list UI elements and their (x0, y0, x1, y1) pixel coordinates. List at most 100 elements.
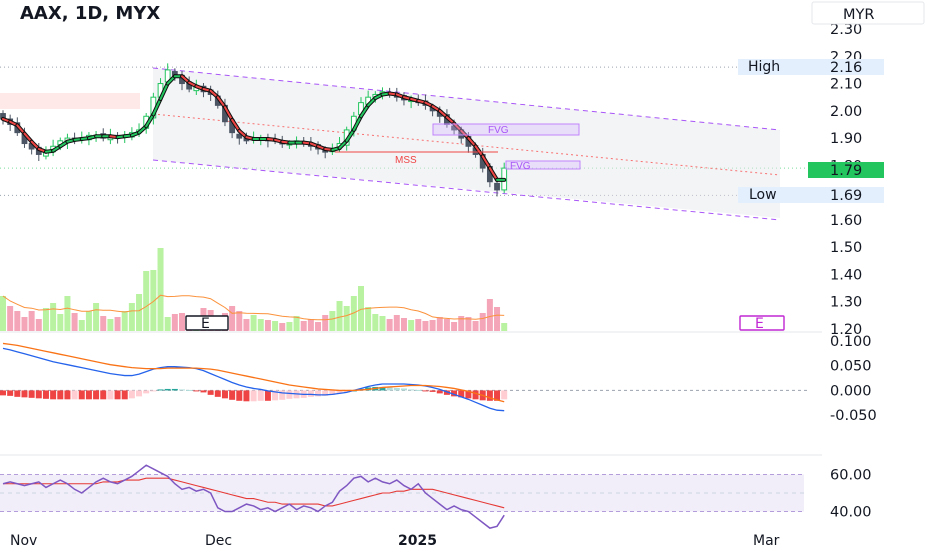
volume-bar (458, 316, 465, 331)
channel-upper (152, 67, 781, 131)
macd-histogram-bar (250, 390, 257, 402)
volume-bar (136, 294, 143, 331)
ma-segment (488, 167, 499, 181)
mss-label: MSS (395, 155, 417, 166)
low-value: 1.69 (830, 188, 862, 204)
macd-histogram-bar (443, 390, 450, 395)
ma-segment (223, 106, 234, 121)
macd-histogram-bar (35, 390, 42, 399)
macd-histogram-bar (393, 387, 400, 391)
rsi-tick-label: 40.00 (830, 505, 872, 521)
macd-histogram-bar (386, 387, 393, 391)
macd-histogram-bar (21, 390, 28, 398)
macd-histogram-bar (0, 390, 6, 396)
candle-body[interactable] (236, 133, 243, 139)
ma-segment (352, 115, 362, 131)
volume-bar (465, 317, 472, 331)
macd-histogram-bar (157, 389, 164, 391)
volume-bar (57, 314, 64, 331)
price-tick-label: 1.90 (830, 131, 862, 147)
low-marker-bg (738, 187, 884, 203)
volume-bar (501, 323, 508, 331)
volume-bar (429, 320, 436, 331)
volume-bar (479, 313, 486, 331)
macd-histogram-bar (71, 390, 78, 400)
high-value: 2.16 (830, 60, 862, 76)
time-tick-label: Nov (10, 533, 37, 549)
macd-histogram-bar (458, 390, 465, 398)
volume-bar (400, 318, 407, 331)
rsi-panel (0, 464, 804, 529)
ma-segment (345, 128, 355, 142)
volume-bar (300, 321, 307, 331)
volume-bar (100, 316, 107, 331)
macd-histogram-bar (279, 390, 286, 400)
volume-bar (322, 315, 329, 331)
volume-bar (50, 303, 57, 331)
earnings-label: E (201, 316, 210, 332)
macd-tick-label: 0.000 (830, 383, 872, 399)
currency-label[interactable]: MYR (843, 7, 874, 23)
volume-bar (171, 314, 178, 331)
macd-histogram-bar (186, 389, 193, 391)
volume-ma-line (2, 294, 505, 321)
macd-histogram-bar (422, 390, 429, 392)
grid (0, 66, 822, 456)
currency-box[interactable] (811, 1, 925, 25)
macd-histogram-bar (57, 390, 64, 400)
volume-bar (93, 303, 100, 331)
volume-bar (35, 319, 42, 331)
ma-segment (481, 155, 491, 170)
volume-bar (372, 314, 379, 331)
macd-histogram-bar (221, 390, 228, 399)
macd-histogram-bar (121, 390, 128, 400)
macd-histogram-bar (472, 390, 479, 400)
volume-bar (315, 322, 322, 331)
price-tick-label: 1.40 (830, 267, 862, 283)
time-axis[interactable]: Nov Dec 2025 Mar (10, 533, 780, 549)
volume-bar (386, 319, 393, 331)
volume-bar (229, 306, 236, 331)
volume-bar (329, 311, 336, 331)
volume-bar (472, 321, 479, 331)
volume-bar (436, 317, 443, 331)
volume-bar (128, 303, 135, 331)
macd-histogram-bar (451, 390, 458, 397)
macd-histogram-bar (171, 388, 178, 391)
volume-bar (143, 271, 150, 331)
current-price-tag (808, 162, 884, 178)
time-tick-label: 2025 (398, 533, 437, 549)
macd-histogram-bar (207, 390, 214, 395)
ma-segment (360, 104, 370, 118)
macd-histogram-bar (465, 390, 472, 399)
chart-title[interactable]: AAX, 1D, MYX (20, 3, 160, 24)
price-tick-label: 2.10 (830, 77, 862, 93)
earnings-marker-future[interactable] (739, 315, 785, 331)
macd-histogram-bar (50, 390, 57, 400)
moving-average-layer (1, 74, 507, 182)
macd-histogram-bar (408, 389, 415, 391)
macd-histogram-bar (229, 390, 236, 400)
volume-bar (379, 316, 386, 331)
volume-bar (257, 319, 264, 331)
fvg-box-1 (432, 123, 580, 136)
macd-histogram-bar (64, 390, 71, 400)
macd-histogram-bar (336, 390, 343, 394)
macd-histogram-bar (150, 390, 157, 392)
volume-bar (28, 311, 35, 331)
volume-bar (408, 320, 415, 331)
candle-body[interactable] (494, 182, 500, 191)
channel-lower (152, 159, 781, 221)
macd-histogram-bar (400, 388, 407, 391)
earnings-marker[interactable] (185, 315, 229, 331)
macd-panel (0, 342, 810, 412)
macd-histogram-bar (307, 390, 314, 397)
ma-segment (216, 96, 226, 109)
macd-histogram-bar (93, 390, 100, 400)
volume-bar (71, 313, 78, 331)
price-axis[interactable]: 2.302.202.102.001.901.801.701.601.501.40… (830, 22, 877, 521)
macd-histogram-bar (436, 390, 443, 394)
macd-histogram-bar (78, 390, 85, 400)
ma-segment (231, 118, 241, 132)
